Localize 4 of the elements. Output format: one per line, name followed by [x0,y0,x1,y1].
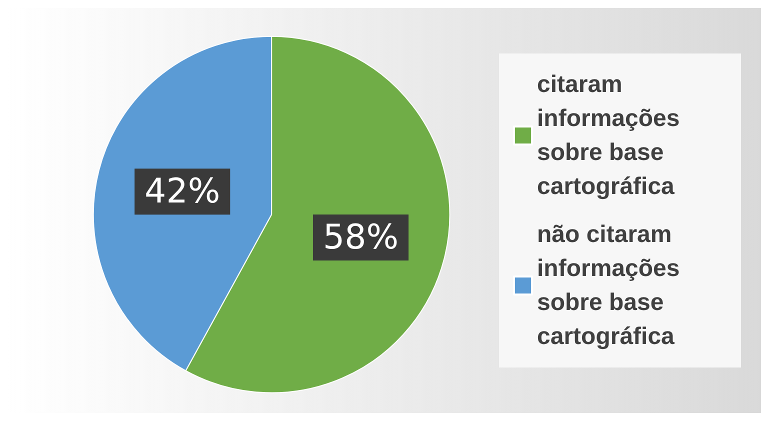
data-label: 42% [144,172,220,212]
legend-label: citaram informações sobre base cartográfica [537,71,686,200]
legend-label: não citaram informações sobre base cartográfica [537,221,686,350]
data-label: 58% [322,217,399,258]
